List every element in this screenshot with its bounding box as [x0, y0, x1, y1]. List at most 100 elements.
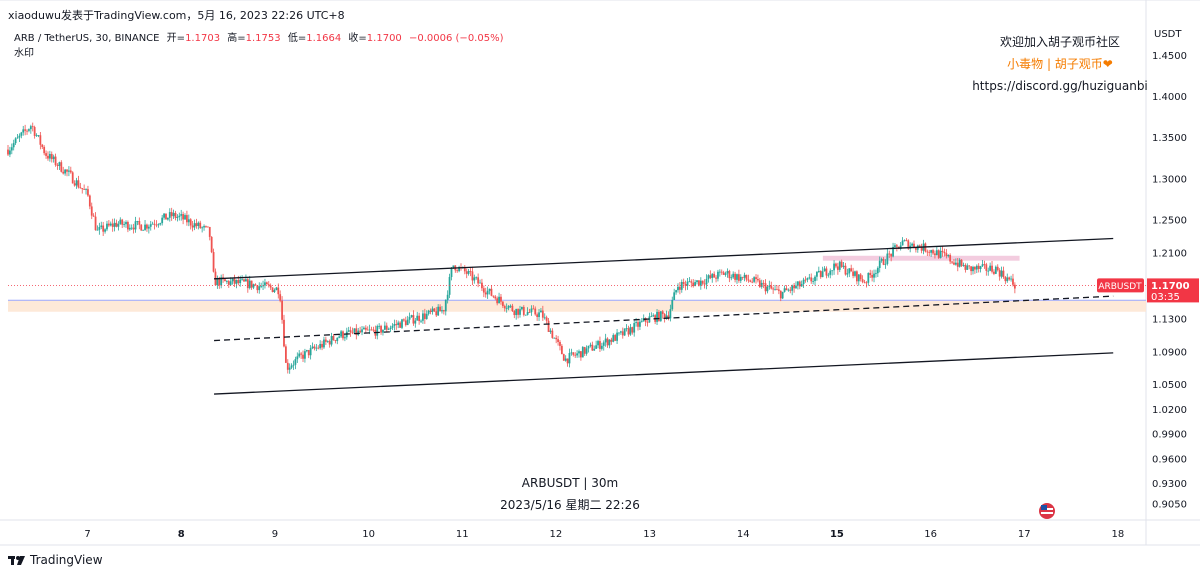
candle-body	[366, 329, 369, 331]
symbol-description[interactable]: ARB / TetherUS, 30, BINANCE	[14, 33, 160, 44]
candle-body	[560, 345, 563, 355]
symbol-legend: ARB / TetherUS, 30, BINANCE 开=1.1703 高=1…	[14, 29, 503, 44]
candle-body	[932, 250, 934, 254]
candle-body	[107, 223, 110, 226]
candle-body	[972, 266, 974, 272]
candle-body	[195, 223, 198, 227]
candle-body	[707, 275, 710, 279]
candle-body	[31, 126, 34, 128]
candle-body	[343, 337, 346, 339]
candle-body	[993, 271, 995, 274]
candle-body	[111, 223, 114, 227]
candle-body	[336, 337, 339, 342]
candle-body	[606, 338, 609, 346]
candle-body	[123, 224, 126, 225]
x-tick-label: 14	[737, 529, 750, 540]
candle-body	[684, 284, 687, 286]
candle-body	[640, 320, 643, 322]
channel-upper	[214, 237, 1114, 280]
candle-body	[340, 331, 342, 337]
candle-body	[83, 189, 86, 190]
candle-body	[304, 351, 306, 359]
candle-body	[633, 323, 636, 333]
candle-body	[974, 266, 976, 270]
candle-body	[855, 271, 858, 282]
candle-body	[326, 341, 329, 342]
y-tick-label: 0.9900	[1152, 430, 1187, 441]
candle-body	[372, 329, 375, 331]
candle-body	[810, 277, 813, 282]
candle-body	[745, 274, 748, 280]
x-tick-label: 13	[643, 529, 656, 540]
candle-body	[766, 286, 769, 292]
candle-body	[928, 251, 931, 253]
candle-body	[817, 270, 820, 273]
candle-body	[463, 267, 466, 272]
candle-body	[309, 348, 312, 356]
candle-body	[515, 308, 518, 316]
candle-body	[806, 278, 809, 280]
candle-body	[245, 279, 247, 282]
candle-body	[614, 335, 617, 341]
y-tick-label: 0.9050	[1152, 500, 1187, 511]
candle-body	[115, 222, 118, 227]
candle-body	[359, 330, 362, 333]
candle-body	[623, 328, 626, 336]
candle-body	[448, 277, 451, 295]
candle-body	[488, 288, 491, 291]
candle-body	[688, 281, 691, 283]
candle-body	[781, 291, 784, 299]
price-badge	[1147, 278, 1199, 303]
candle-body	[637, 322, 639, 327]
candle-body	[800, 284, 803, 287]
candle-body	[804, 279, 807, 281]
x-tick-label: 12	[550, 529, 563, 540]
candle-body	[722, 272, 725, 275]
candle-body	[694, 282, 697, 287]
candle-body	[73, 183, 76, 186]
candle-body	[442, 310, 445, 312]
candle-body	[258, 286, 261, 291]
candle-body	[45, 153, 47, 156]
candle-body	[983, 264, 986, 266]
candle-body	[949, 255, 952, 262]
candle-body	[934, 253, 936, 256]
candle-body	[361, 329, 363, 333]
candle-body	[876, 267, 879, 274]
candle-body	[524, 314, 527, 316]
candle-body	[991, 265, 993, 272]
candle-body	[555, 337, 558, 340]
candle-body	[901, 240, 904, 246]
candle-body	[730, 277, 733, 279]
candle-body	[283, 319, 285, 347]
candle-body	[699, 280, 702, 286]
candle-body	[787, 289, 790, 291]
candle-body	[753, 277, 756, 282]
candle-body	[739, 276, 742, 281]
candle-body	[418, 315, 421, 322]
candle-body	[857, 274, 860, 282]
x-tick-label: 8	[178, 529, 185, 540]
tradingview-footer[interactable]: TradingView	[8, 553, 103, 567]
candle-body	[300, 353, 303, 355]
x-tick-label: 15	[830, 529, 844, 540]
candle-body	[899, 245, 902, 249]
candle-body	[48, 153, 51, 159]
candle-body	[526, 312, 529, 315]
candle-body	[262, 285, 264, 287]
candle-body	[503, 306, 506, 309]
candle-body	[914, 247, 917, 250]
candle-body	[380, 325, 382, 333]
candle-body	[717, 271, 719, 279]
candle-body	[191, 225, 194, 228]
candle-body	[690, 281, 693, 283]
channel-mid	[214, 295, 1114, 342]
candle-body	[50, 153, 53, 160]
candle-body	[975, 265, 978, 270]
candle-body	[629, 327, 632, 335]
candle-body	[441, 310, 443, 312]
candle-body	[559, 341, 561, 346]
watermark-label[interactable]: 水印	[14, 48, 34, 59]
candle-body	[764, 283, 767, 292]
